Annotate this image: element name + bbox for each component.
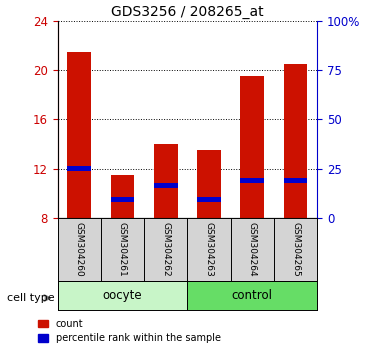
Title: GDS3256 / 208265_at: GDS3256 / 208265_at: [111, 5, 264, 19]
Bar: [154, 144, 178, 218]
Bar: [67, 166, 91, 171]
Bar: [154, 183, 178, 188]
Bar: [197, 197, 221, 202]
Bar: [240, 76, 264, 218]
Bar: [111, 175, 134, 218]
Text: GSM304263: GSM304263: [204, 222, 213, 277]
Bar: [240, 178, 264, 183]
Legend: count, percentile rank within the sample: count, percentile rank within the sample: [35, 315, 225, 347]
Bar: [111, 197, 134, 202]
Text: cell type: cell type: [7, 293, 55, 303]
Text: GSM304260: GSM304260: [75, 222, 83, 277]
Text: GSM304261: GSM304261: [118, 222, 127, 277]
Bar: [187, 281, 317, 310]
Bar: [67, 52, 91, 218]
Bar: [58, 281, 187, 310]
Text: GSM304262: GSM304262: [161, 222, 170, 277]
Text: GSM304265: GSM304265: [291, 222, 300, 277]
Text: GSM304264: GSM304264: [248, 222, 257, 277]
Bar: [197, 150, 221, 218]
Bar: [284, 178, 308, 183]
Text: control: control: [232, 289, 273, 302]
Bar: [284, 64, 308, 218]
Text: oocyte: oocyte: [103, 289, 142, 302]
